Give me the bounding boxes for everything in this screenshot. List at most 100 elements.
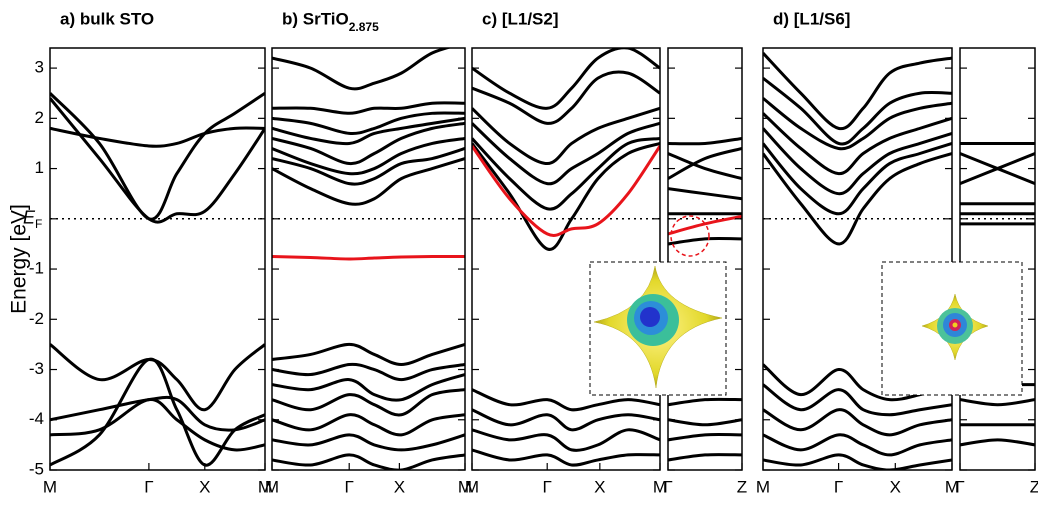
band-line: [668, 397, 742, 407]
panel: [50, 91, 265, 467]
panel: [472, 48, 660, 467]
band-line: [272, 342, 465, 366]
panel-frame: [667, 47, 743, 471]
x-tick-label: Γ: [543, 477, 552, 496]
band-line: [763, 127, 952, 196]
band-line: [472, 136, 660, 211]
panel: [668, 136, 742, 462]
y-tick-label: -1: [29, 259, 44, 278]
band-line: [50, 91, 265, 221]
x-tick-label: Γ: [663, 477, 672, 496]
x-tick-label: X: [594, 477, 605, 496]
panel-title: c) [L1/S2]: [482, 9, 559, 28]
band-line: [472, 448, 660, 467]
y-tick-label: -2: [29, 309, 44, 328]
band-line: [668, 147, 742, 180]
y-tick-label: E: [23, 208, 36, 228]
band-line: [763, 408, 952, 437]
x-tick-label: M: [258, 477, 272, 496]
band-line: [960, 398, 1035, 407]
band-line: [763, 51, 952, 131]
isosurface: [640, 307, 660, 327]
band-line: [763, 383, 952, 417]
panel-title: a) bulk STO: [60, 9, 154, 28]
x-tick-label: X: [199, 477, 210, 496]
band-line: [272, 116, 465, 146]
band-line: [50, 398, 265, 452]
y-tick-label: 2: [35, 108, 44, 127]
band-line: [960, 438, 1035, 447]
band-line: [50, 97, 265, 224]
x-tick-label: M: [465, 477, 479, 496]
x-tick-label: Γ: [955, 477, 964, 496]
panel: [272, 48, 465, 470]
panel-title-sub: 2.875: [349, 20, 379, 34]
x-tick-label: Γ: [345, 477, 354, 496]
band-line: [668, 152, 742, 181]
band-line: [272, 147, 465, 186]
band-line: [272, 388, 465, 417]
band-line: [763, 142, 952, 216]
band-line: [763, 97, 952, 151]
x-tick-label: Z: [1030, 477, 1038, 496]
band-line: [472, 142, 660, 251]
band-line: [668, 453, 742, 462]
band-line: [668, 136, 742, 146]
band-line: [472, 48, 660, 110]
x-tick-label: Z: [737, 477, 747, 496]
band-line: [272, 111, 465, 136]
band-line: [472, 106, 660, 166]
y-axis-label: Energy [eV]: [8, 204, 31, 314]
band-line: [472, 408, 660, 432]
band-line: [272, 136, 465, 176]
band-line: [763, 152, 952, 246]
panel-frame: [49, 47, 266, 471]
panel-frame: [959, 47, 1036, 471]
highlight-circle: [670, 215, 710, 257]
band-line: [272, 362, 465, 382]
panel-title: b) SrTiO: [282, 9, 349, 28]
band-line: [272, 453, 465, 470]
x-tick-label: M: [945, 477, 959, 496]
y-tick-label: 3: [35, 58, 44, 77]
y-tick-label: -4: [29, 409, 44, 428]
band-line: [272, 101, 465, 115]
y-tick-label-sub: F: [35, 217, 42, 231]
band-line: [272, 413, 465, 437]
band-line: [960, 152, 1035, 186]
x-tick-label: X: [890, 477, 901, 496]
band-line: [472, 121, 660, 186]
band-line: [668, 237, 742, 246]
y-tick-label: -5: [29, 459, 44, 478]
band-line: [272, 433, 465, 452]
panel-title: d) [L1/S6]: [773, 9, 850, 28]
band-line: [272, 254, 465, 261]
band-line: [272, 157, 465, 206]
band-line: [763, 76, 952, 146]
panel-frame: [762, 47, 953, 471]
band-line: [668, 418, 742, 427]
insets: [589, 215, 1023, 396]
x-tick-label: M: [756, 477, 770, 496]
band-line: [763, 112, 952, 176]
x-tick-label: X: [394, 477, 405, 496]
band-line: [50, 357, 265, 467]
y-tick-label: 1: [35, 158, 44, 177]
band-line: [272, 48, 452, 91]
x-tick-label: M: [653, 477, 667, 496]
x-tick-label: Γ: [834, 477, 843, 496]
band-line: [668, 432, 742, 442]
y-tick-label: -3: [29, 359, 44, 378]
band-line: [272, 373, 465, 402]
band-line: [472, 145, 660, 237]
band-line: [763, 433, 952, 457]
band-line: [472, 428, 660, 452]
band-line: [668, 187, 742, 201]
x-tick-label: M: [458, 477, 472, 496]
panel: [763, 51, 952, 470]
band-line: [50, 126, 265, 148]
x-tick-label: Γ: [144, 477, 153, 496]
x-tick-label: M: [43, 477, 57, 496]
